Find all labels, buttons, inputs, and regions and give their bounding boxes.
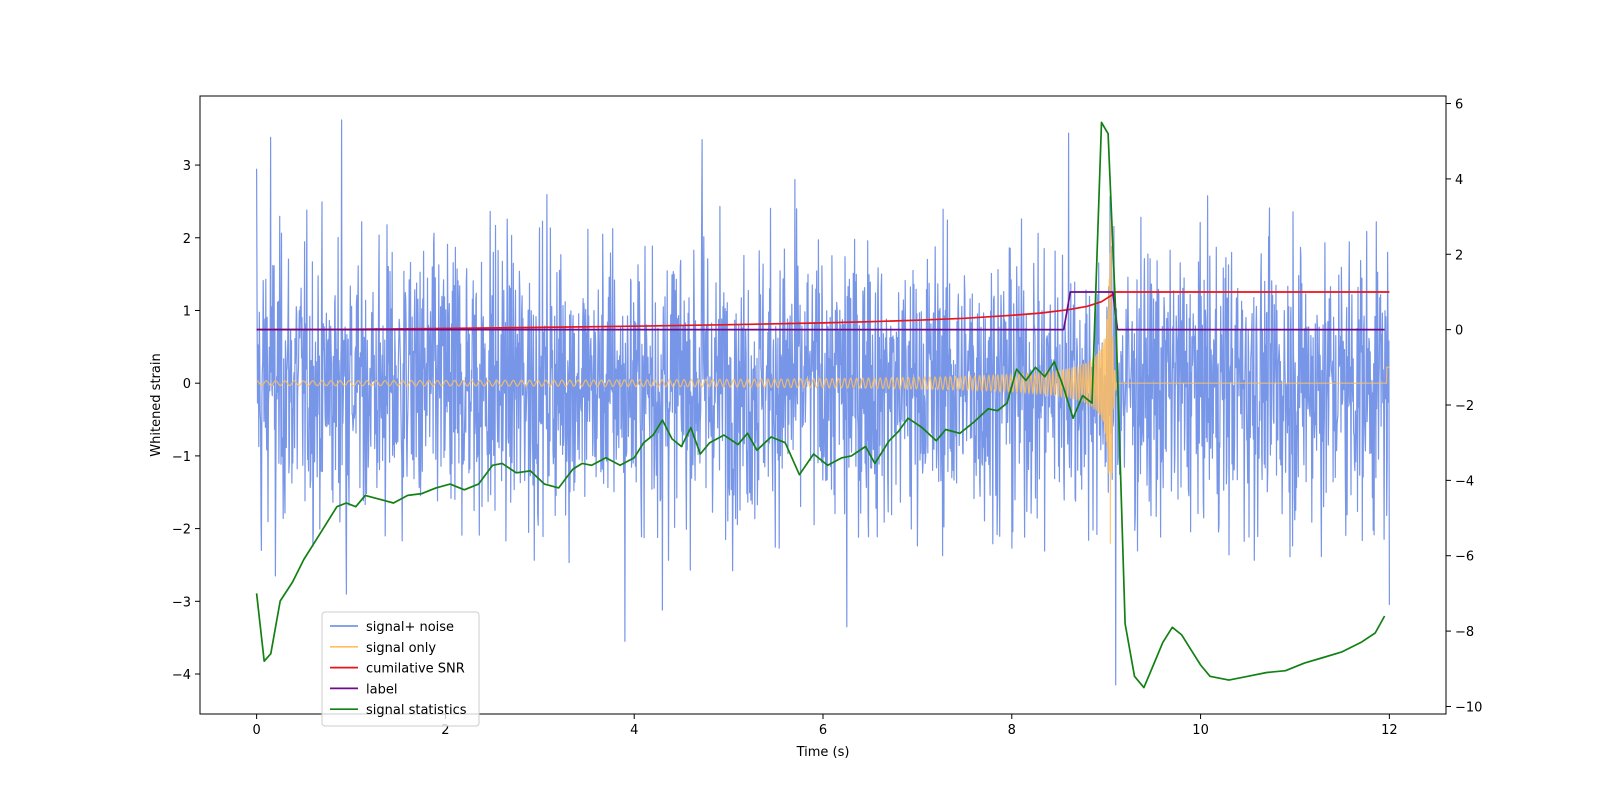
legend-label: signal+ noise — [366, 620, 454, 635]
y2-tick-label: −8 — [1455, 625, 1474, 640]
series-line-signal-noise — [256, 119, 1390, 686]
y-tick-label: 0 — [183, 377, 191, 392]
y2-tick-label: 4 — [1455, 173, 1463, 188]
x-tick-label: 6 — [819, 723, 827, 738]
y2-tick-label: 2 — [1455, 248, 1463, 263]
legend-label: signal only — [366, 641, 436, 656]
x-tick-label: 0 — [252, 723, 260, 738]
y-tick-label: −2 — [172, 523, 191, 538]
x-tick-label: 12 — [1381, 723, 1398, 738]
x-tick-label: 10 — [1192, 723, 1209, 738]
series-line-cumilative-snr — [256, 291, 1390, 331]
y2-tick-label: −6 — [1455, 550, 1474, 565]
legend-box — [321, 611, 480, 727]
y2-tick-label: −10 — [1455, 700, 1482, 715]
y-tick-label: −3 — [172, 595, 191, 610]
x-tick-label: 8 — [1008, 723, 1016, 738]
y-axis-left: −4 −3 −2 −1 0 1 2 3 — [172, 159, 200, 683]
series-line-label — [256, 291, 1385, 331]
y-tick-label: −4 — [172, 668, 191, 683]
x-tick-label: 4 — [630, 723, 638, 738]
y-tick-label: 1 — [183, 304, 191, 319]
y-axis-right: −10 −8 −6 −4 −2 0 2 4 6 — [1446, 98, 1482, 715]
series-line-signal-statistics — [255, 121, 1386, 689]
y-tick-label: 3 — [183, 159, 191, 174]
legend-label: cumilative SNR — [366, 662, 465, 677]
y2-tick-label: −4 — [1455, 474, 1474, 489]
plot-area — [255, 119, 1390, 689]
x-tick-label: 2 — [441, 723, 449, 738]
y-tick-label: 2 — [183, 232, 191, 247]
series-line-signal-only — [256, 219, 1390, 544]
y2-tick-label: 0 — [1455, 324, 1463, 339]
y-tick-label: −1 — [172, 450, 191, 465]
legend-label: label — [366, 682, 397, 697]
x-axis-label: Time (s) — [796, 745, 850, 760]
legend-label: signal statistics — [366, 703, 467, 718]
y2-tick-label: 6 — [1455, 98, 1463, 113]
legend: signal+ noise signal only cumilative SNR la… — [321, 611, 480, 727]
y2-tick-label: −2 — [1455, 399, 1474, 414]
y-axis-label: Whitened strain — [149, 353, 164, 456]
